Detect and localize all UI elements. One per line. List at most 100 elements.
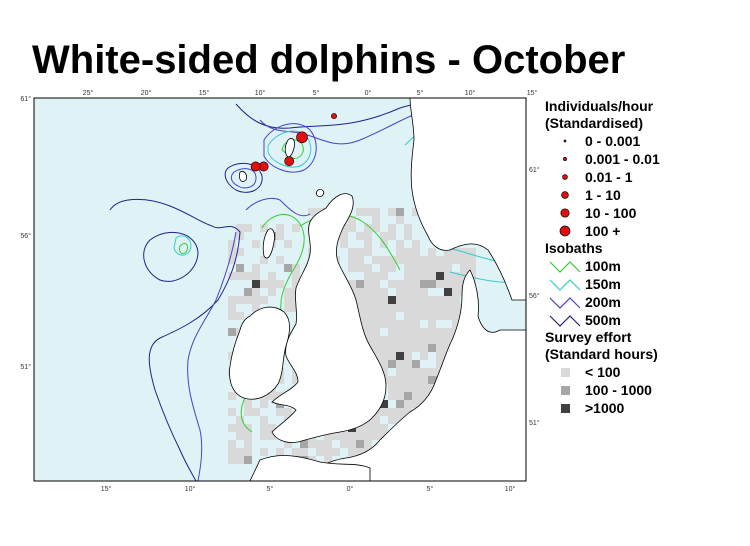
effort-cell bbox=[260, 280, 268, 288]
effort-cell bbox=[348, 280, 356, 288]
effort-cell bbox=[276, 232, 284, 240]
effort-cell bbox=[372, 280, 380, 288]
effort-cell bbox=[420, 272, 428, 280]
page-title: White-sided dolphins - October bbox=[32, 38, 626, 82]
isobath-line-icon bbox=[545, 276, 585, 292]
effort-cell bbox=[340, 432, 348, 440]
effort-cell bbox=[436, 296, 444, 304]
isobath-line-icon bbox=[545, 258, 585, 274]
effort-cell bbox=[260, 424, 268, 432]
effort-cell bbox=[252, 296, 260, 304]
effort-cell bbox=[428, 280, 436, 288]
effort-cell bbox=[388, 232, 396, 240]
effort-cell bbox=[236, 424, 244, 432]
effort-cell bbox=[364, 240, 372, 248]
effort-cell bbox=[396, 352, 404, 360]
effort-cell bbox=[452, 312, 460, 320]
effort-cell bbox=[396, 208, 404, 216]
effort-cell bbox=[396, 288, 404, 296]
effort-cell bbox=[404, 272, 412, 280]
effort-cell bbox=[436, 336, 444, 344]
effort-cell bbox=[292, 280, 300, 288]
effort-cell bbox=[228, 392, 236, 400]
effort-cell bbox=[436, 280, 444, 288]
effort-cell bbox=[364, 232, 372, 240]
top-tick-label: 10° bbox=[255, 89, 266, 97]
left-tick-label: 56° bbox=[20, 232, 31, 240]
effort-cell bbox=[348, 264, 356, 272]
effort-cell bbox=[260, 256, 268, 264]
effort-cell bbox=[364, 328, 372, 336]
effort-cell bbox=[444, 256, 452, 264]
effort-cell bbox=[396, 304, 404, 312]
isobath-500m-rockall bbox=[143, 231, 199, 282]
effort-cell bbox=[396, 408, 404, 416]
effort-cell bbox=[452, 304, 460, 312]
effort-cell bbox=[372, 432, 380, 440]
effort-cell bbox=[356, 448, 364, 456]
effort-cell bbox=[380, 400, 388, 408]
effort-cell bbox=[252, 240, 260, 248]
effort-cell bbox=[380, 424, 388, 432]
effort-cell bbox=[244, 400, 252, 408]
land-shetland bbox=[284, 138, 295, 158]
legend-sighting-row: 0.001 - 0.01 bbox=[545, 150, 745, 168]
bottom-tick-label: 10° bbox=[505, 485, 516, 493]
effort-cell bbox=[404, 248, 412, 256]
sightings-layer bbox=[250, 113, 337, 172]
effort-cell bbox=[404, 224, 412, 232]
effort-cell bbox=[252, 272, 260, 280]
land bbox=[229, 97, 527, 482]
effort-cell bbox=[324, 440, 332, 448]
effort-cell bbox=[388, 336, 396, 344]
effort-swatch-icon bbox=[545, 403, 585, 413]
effort-cell bbox=[260, 296, 268, 304]
legend-isobath-label: 200m bbox=[585, 294, 621, 310]
effort-cell bbox=[276, 280, 284, 288]
effort-cell bbox=[364, 312, 372, 320]
isobath-200m-shetland bbox=[263, 123, 317, 173]
effort-cell bbox=[244, 224, 252, 232]
effort-cell bbox=[324, 456, 332, 464]
effort-cell bbox=[356, 264, 364, 272]
effort-cell bbox=[420, 352, 428, 360]
effort-cell bbox=[436, 256, 444, 264]
sighting-symbol-icon bbox=[545, 170, 585, 184]
effort-cell bbox=[372, 328, 380, 336]
effort-cell bbox=[452, 296, 460, 304]
effort-cell bbox=[284, 304, 292, 312]
effort-cell bbox=[380, 256, 388, 264]
effort-cell bbox=[236, 448, 244, 456]
effort-cell bbox=[396, 328, 404, 336]
sighting-marker bbox=[296, 131, 308, 144]
legend-sightings-title: Individuals/hour bbox=[545, 98, 654, 114]
legend-isobath-label: 100m bbox=[585, 258, 621, 274]
effort-cell bbox=[228, 328, 236, 336]
land-norway bbox=[409, 97, 527, 301]
effort-cell bbox=[332, 432, 340, 440]
effort-cell bbox=[300, 440, 308, 448]
effort-cell bbox=[404, 336, 412, 344]
effort-cell bbox=[444, 280, 452, 288]
effort-cell bbox=[228, 240, 236, 248]
land-great-britain bbox=[271, 193, 387, 443]
effort-cell bbox=[372, 208, 380, 216]
effort-cell bbox=[324, 432, 332, 440]
legend-sighting-label: 0.01 - 1 bbox=[585, 169, 633, 185]
sighting-marker bbox=[250, 161, 261, 172]
effort-cell bbox=[268, 432, 276, 440]
effort-cell bbox=[244, 272, 252, 280]
effort-cell bbox=[412, 400, 420, 408]
effort-cell bbox=[396, 360, 404, 368]
effort-cell bbox=[380, 352, 388, 360]
effort-cell bbox=[428, 384, 436, 392]
effort-cell bbox=[404, 392, 412, 400]
effort-cell bbox=[428, 304, 436, 312]
effort-cell bbox=[236, 296, 244, 304]
effort-cell bbox=[228, 304, 236, 312]
effort-cell bbox=[404, 264, 412, 272]
effort-cell bbox=[420, 384, 428, 392]
effort-cell bbox=[380, 232, 388, 240]
effort-cell bbox=[396, 384, 404, 392]
